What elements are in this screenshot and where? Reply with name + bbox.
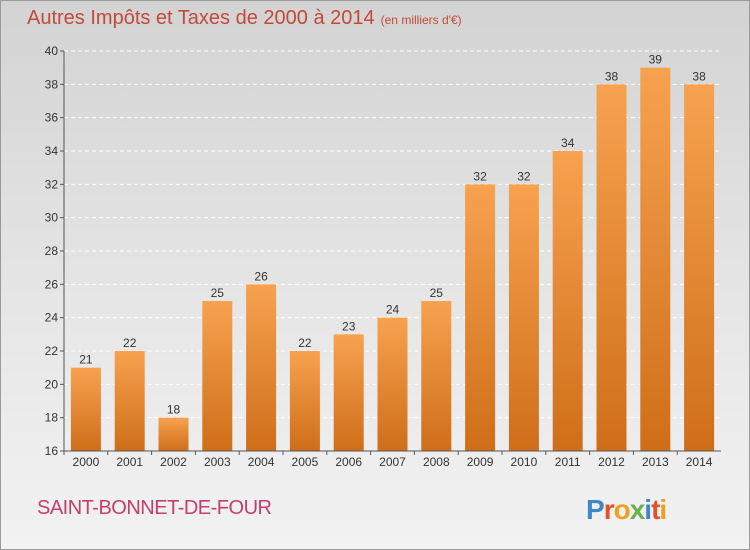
y-tick-label: 30: [45, 211, 59, 225]
bar: [640, 67, 671, 452]
y-tick-label: 26: [45, 277, 59, 291]
bar-layer: 21 22 18 25 26 22 23 24 25 32 32 34 38 39 38: [70, 53, 715, 452]
bar-value-label: 26: [254, 269, 268, 283]
title-unit: (en milliers d'€): [380, 13, 462, 27]
x-tick-label: 2001: [116, 455, 143, 469]
x-tick-label: 2007: [379, 455, 406, 469]
y-tick-label: 22: [45, 344, 59, 358]
bar-value-label: 18: [167, 403, 181, 417]
bar: [114, 351, 145, 451]
chart-title: Autres Impôts et Taxes de 2000 à 2014 (en…: [27, 7, 462, 30]
bar: [158, 417, 189, 451]
bar-value-label: 21: [79, 353, 93, 367]
bar: [552, 151, 583, 451]
bar-value-label: 32: [473, 169, 487, 183]
bar: [684, 84, 715, 451]
bar: [289, 351, 320, 451]
x-tick-label: 2002: [160, 455, 187, 469]
x-tick-label: 2005: [292, 455, 319, 469]
bar: [377, 317, 408, 451]
y-tick-label: 24: [45, 311, 59, 325]
y-tick-label: 16: [45, 444, 59, 458]
svg-text:Proxiti: Proxiti: [586, 494, 666, 525]
x-tick-label: 2012: [598, 455, 625, 469]
y-tick-label: 38: [45, 77, 59, 91]
commune-name: SAINT-BONNET-DE-FOUR: [37, 497, 272, 519]
bar: [202, 301, 233, 451]
y-tick-label: 18: [45, 411, 59, 425]
bar-value-label: 24: [386, 303, 400, 317]
x-tick-label: 2013: [642, 455, 669, 469]
y-tick-label: 40: [45, 44, 59, 58]
y-tick-label: 32: [45, 177, 59, 191]
y-tick-label: 36: [45, 111, 59, 125]
title-text: Autres Impôts et Taxes de 2000 à 2014: [27, 7, 375, 29]
bar-value-label: 25: [430, 286, 444, 300]
y-tick-label: 34: [45, 144, 59, 158]
bar-value-label: 39: [649, 53, 663, 67]
y-tick-label: 20: [45, 377, 59, 391]
bar-value-label: 32: [517, 169, 531, 183]
x-tick-label: 2008: [423, 455, 450, 469]
bar: [508, 184, 539, 452]
bar-value-label: 22: [123, 336, 137, 350]
bar: [246, 284, 277, 451]
bar-value-label: 34: [561, 136, 575, 150]
bar-value-label: 38: [605, 69, 619, 83]
bar-value-label: 38: [692, 69, 706, 83]
bar: [465, 184, 496, 452]
bar: [70, 367, 101, 451]
bar: [421, 301, 452, 451]
x-tick-label: 2014: [686, 455, 713, 469]
x-tick-label: 2004: [248, 455, 275, 469]
y-tick-label: 28: [45, 244, 59, 258]
bar-value-label: 22: [298, 336, 312, 350]
bar: [596, 84, 627, 451]
bar: [333, 334, 364, 451]
x-tick-label: 2011: [555, 455, 581, 469]
bar-value-label: 23: [342, 319, 356, 333]
x-tick-label: 2009: [467, 455, 494, 469]
x-tick-label: 2006: [335, 455, 362, 469]
x-tick-label: 2003: [204, 455, 231, 469]
proxiti-logo: Proxiti: [586, 494, 667, 525]
x-tick-label: 2000: [73, 455, 100, 469]
bar-value-label: 25: [211, 286, 225, 300]
x-tick-label: 2010: [511, 455, 538, 469]
axis-layer: 16 18 20 22 24 26 28 30 32 34 36 38 40 2000 2001 2002 20…: [45, 44, 721, 469]
